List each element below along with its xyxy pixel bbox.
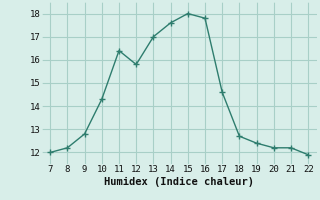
X-axis label: Humidex (Indice chaleur): Humidex (Indice chaleur) xyxy=(104,177,254,187)
